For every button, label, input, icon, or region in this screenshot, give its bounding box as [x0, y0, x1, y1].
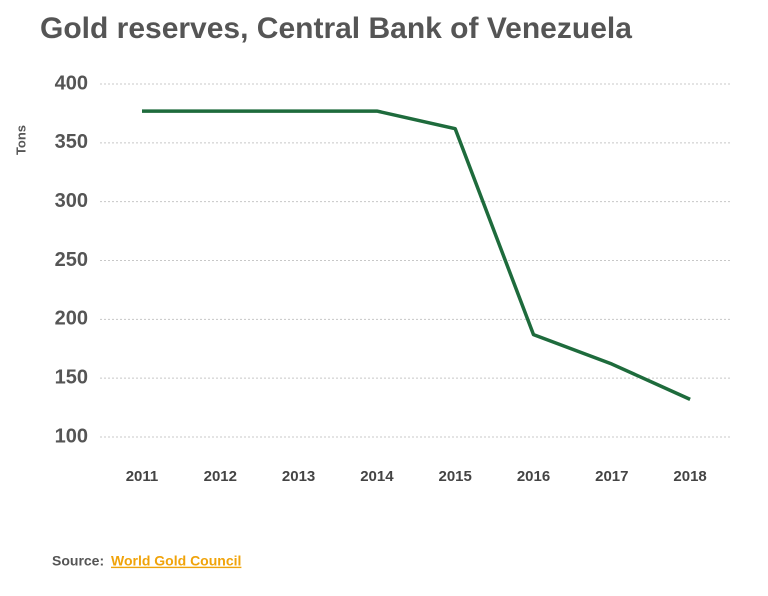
- data-line: [142, 109, 691, 401]
- y-tick-label: 100: [55, 425, 88, 447]
- x-tick-label: 2017: [595, 468, 628, 485]
- y-axis-label: Tons: [13, 125, 28, 155]
- source-label: Source:: [52, 553, 104, 569]
- x-tick-label: 2015: [439, 468, 472, 485]
- y-tick-label: 200: [55, 308, 88, 330]
- y-tick-label: 150: [55, 366, 88, 388]
- source-link[interactable]: World Gold Council: [111, 553, 241, 569]
- y-tick-label: 250: [55, 249, 88, 271]
- y-tick-label: 350: [55, 131, 88, 153]
- x-tick-label: 2011: [126, 468, 159, 485]
- x-tick-label: 2018: [673, 468, 706, 485]
- y-tick-label: 400: [55, 72, 88, 94]
- x-tick-label: 2012: [204, 468, 237, 485]
- chart-title: Gold reserves, Central Bank of Venezuela: [40, 12, 632, 45]
- y-tick-label: 300: [55, 190, 88, 212]
- x-tick-label: 2016: [517, 468, 550, 485]
- x-tick-label: 2014: [360, 468, 394, 485]
- source-link-text[interactable]: World Gold Council: [111, 553, 241, 569]
- x-tick-label: 2013: [282, 468, 315, 485]
